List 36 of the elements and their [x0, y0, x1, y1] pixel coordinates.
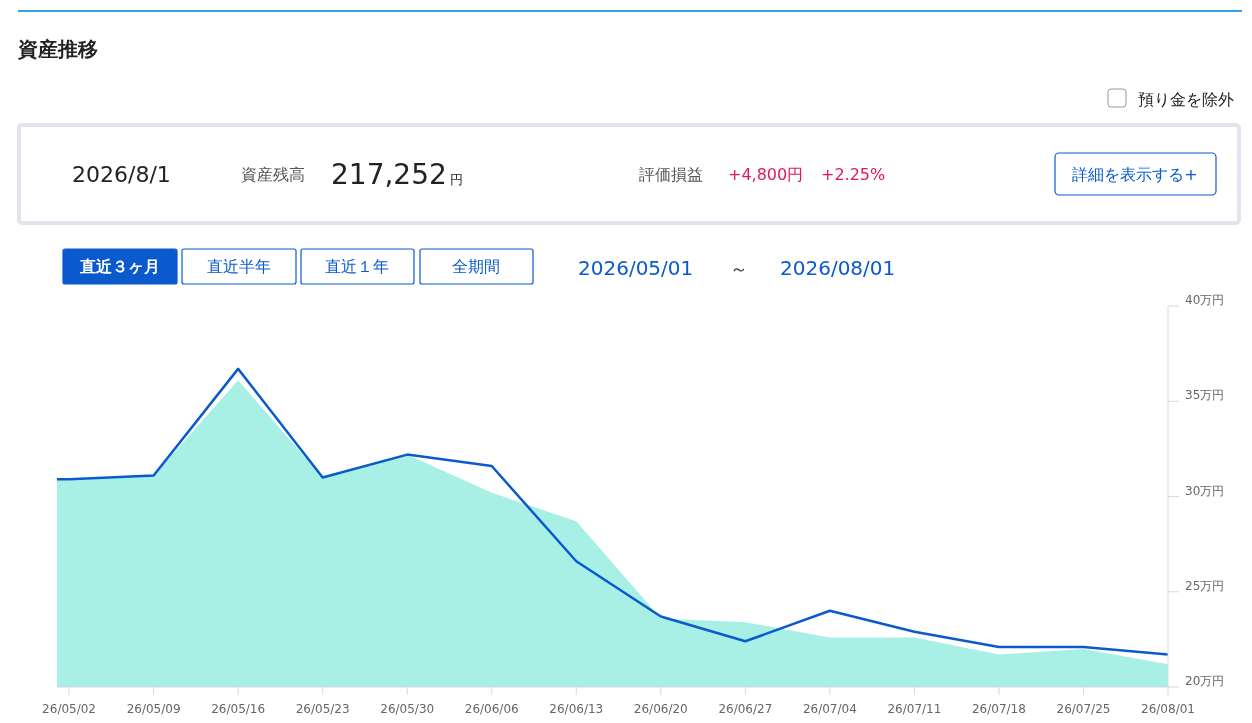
- x-tick-label: 26/08/01: [1141, 702, 1195, 716]
- x-tick-label: 26/07/18: [971, 702, 1026, 716]
- x-tick-label: 26/05/30: [380, 702, 435, 716]
- x-tick-label: 26/07/04: [802, 702, 857, 716]
- text: 詳細を表示する+: [1072, 165, 1198, 184]
- x-tick-label: 26/06/20: [633, 702, 688, 716]
- text: 2026/08/01: [780, 256, 896, 280]
- y-tick-label: 40万円: [1185, 293, 1225, 307]
- y-tick-label: 20万円: [1185, 674, 1225, 688]
- y-tick-label: 35万円: [1185, 388, 1225, 403]
- x-tick-label: 26/06/13: [549, 702, 604, 716]
- text: 直近３ヶ月: [79, 257, 160, 276]
- text: 評価損益: [639, 165, 703, 184]
- x-tick-label: 26/07/25: [1056, 702, 1111, 716]
- text: 全期間: [452, 257, 500, 276]
- text: 2026/8/1: [72, 162, 171, 187]
- x-tick-label: 26/06/06: [464, 702, 519, 716]
- x-tick-label: 26/07/11: [887, 702, 942, 716]
- x-tick-label: 26/05/23: [295, 702, 350, 716]
- x-tick-label: 26/05/02: [42, 702, 97, 716]
- x-tick-label: 26/05/09: [126, 702, 181, 716]
- text: 直近１年: [325, 257, 389, 276]
- text: +4,800円: [728, 165, 804, 184]
- text: 直近半年: [207, 257, 271, 276]
- text: ～: [730, 258, 748, 279]
- text: 2026/05/01: [578, 256, 694, 280]
- chart-title: 資産推移: [17, 37, 98, 61]
- y-tick-label: 25万円: [1185, 578, 1225, 593]
- text: 資産残高: [241, 165, 305, 184]
- text: 217,252: [331, 158, 447, 191]
- x-tick-label: 26/05/16: [211, 702, 266, 716]
- y-tick-label: 30万円: [1185, 483, 1225, 498]
- text: 円: [450, 172, 463, 187]
- text: 預り金を除外: [1138, 90, 1234, 109]
- x-tick-label: 26/06/27: [718, 702, 773, 716]
- text: +2.25%: [821, 165, 886, 184]
